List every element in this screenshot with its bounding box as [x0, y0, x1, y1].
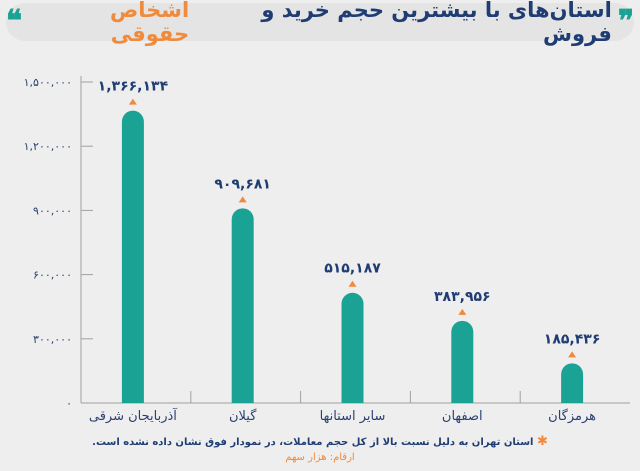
title-main: استان‌های با بیشترین حجم خرید و فروش — [261, 0, 612, 46]
bar-marker-icon — [238, 196, 247, 203]
bar — [561, 363, 584, 403]
quote-open-icon: ❞ — [617, 4, 634, 39]
units-note: ارقام: هزار سهم — [285, 452, 355, 463]
bar — [231, 208, 254, 403]
data-label: ۳۸۳,۹۵۶ — [434, 289, 491, 305]
bar-marker-icon — [458, 308, 467, 315]
y-tick-label: ۱,۲۰۰,۰۰۰ — [24, 140, 72, 153]
x-tick-label: آذربایجان شرقی — [89, 407, 178, 424]
title-banner: ❞ استان‌های با بیشترین حجم خرید و فروش ا… — [6, 0, 634, 46]
data-label: ۵۱۵,۱۸۷ — [324, 261, 381, 277]
footnote-text: استان تهران به دلیل نسبت بالا از کل حجم … — [92, 437, 534, 448]
bar-marker-icon — [568, 351, 577, 358]
footnote: ✱ استان تهران به دلیل نسبت بالا از کل حج… — [0, 434, 640, 449]
data-label: ۱,۳۶۶,۱۳۴ — [98, 79, 169, 95]
y-tick-label: ۶۰۰,۰۰۰ — [33, 269, 72, 282]
data-label: ۱۸۵,۴۳۶ — [544, 331, 601, 347]
asterisk-icon: ✱ — [536, 434, 548, 449]
bar-marker-icon — [348, 280, 357, 287]
title-highlight: اشخاص حقوقی — [110, 0, 190, 46]
x-tick-label: گیلان — [229, 408, 257, 424]
y-tick-label: ۱,۵۰۰,۰۰۰ — [24, 76, 72, 89]
data-label: ۹۰۹,۶۸۱ — [214, 176, 271, 192]
bar-marker-icon — [128, 98, 137, 105]
x-tick-label: هرمزگان — [548, 408, 596, 424]
bar — [341, 292, 364, 403]
x-tick-label: سایر استانها — [320, 409, 386, 424]
y-tick-label: ۹۰۰,۰۰۰ — [33, 204, 72, 217]
bar — [121, 110, 144, 403]
bar — [451, 320, 474, 403]
y-tick-label: ۳۰۰,۰۰۰ — [33, 333, 72, 346]
quote-close-icon: ❝ — [6, 4, 23, 39]
y-tick-label: ۰ — [66, 397, 72, 410]
x-tick-label: اصفهان — [442, 409, 483, 424]
